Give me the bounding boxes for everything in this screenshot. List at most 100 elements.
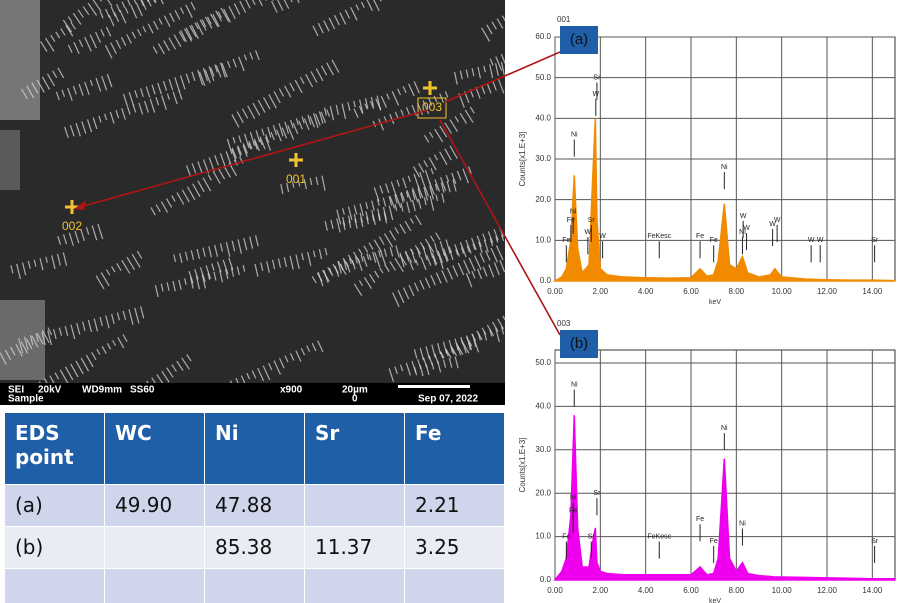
x-tick-label: 2.00 (593, 287, 609, 296)
marker-label: 003 (422, 100, 442, 114)
annotation: Ni (739, 520, 746, 527)
annotation: Fe (562, 237, 570, 244)
scale-bar (398, 385, 470, 388)
info-wd: WD9mm (82, 385, 122, 396)
sem-dendrite (508, 313, 515, 325)
sem-dendrite (518, 7, 521, 12)
sem-dendrite (513, 59, 514, 65)
annotation: W (599, 233, 606, 240)
sem-dendrite (513, 323, 517, 337)
sem-dendrite (525, 228, 529, 242)
y-tick-label: 50.0 (535, 358, 551, 367)
y-tick-label: 0.0 (540, 575, 552, 584)
y-tick-label: 50.0 (535, 73, 551, 82)
annotation: Fe (569, 507, 577, 514)
table-cell: (a) (5, 485, 105, 527)
annotation: W (740, 213, 747, 220)
sem-dendrite (545, 243, 551, 257)
x-tick-label: 10.00 (772, 586, 793, 595)
table-cell (205, 569, 305, 603)
annotation: Sr (871, 538, 879, 545)
table-cell: 47.88 (205, 485, 305, 527)
annotation: Fe (562, 533, 570, 540)
annotation: Ni (721, 164, 728, 171)
annotation: Ni (570, 209, 577, 216)
annotation: Ni (739, 229, 746, 236)
sem-dendrite (519, 229, 523, 243)
marker-label: 001 (286, 172, 306, 186)
figure: SEI Sample 20kV WD9mm SS60 x900 20µm 0 S… (0, 0, 906, 603)
x-tick-label: 2.00 (593, 586, 609, 595)
x-tick-label: 10.00 (772, 287, 793, 296)
table-cell: Sr (305, 413, 405, 485)
x-tick-label: 14.00 (862, 287, 883, 296)
table-cell: WC (105, 413, 205, 485)
sem-dendrite (507, 52, 512, 64)
x-tick-label: 8.00 (729, 287, 745, 296)
sem-dendrite (539, 245, 543, 256)
chart-title: 001 (557, 15, 571, 24)
table-cell: EDS point (5, 413, 105, 485)
annotation: FeKesc (647, 533, 671, 540)
sem-dendrite (519, 307, 526, 319)
sem-dendrite (523, 45, 526, 52)
y-axis-label: Counts[x1.E+3] (518, 132, 527, 187)
sem-image (0, 0, 505, 405)
y-tick-label: 0.0 (540, 276, 552, 285)
panel-label: (a) (570, 31, 588, 48)
sem-dendrite (522, 219, 528, 234)
x-tick-label: 4.00 (638, 287, 654, 296)
sem-dendrite (529, 43, 533, 52)
x-tick-label: 8.00 (729, 586, 745, 595)
table-cell: 3.25 (405, 527, 505, 569)
spectra: 0010.002.004.006.008.0010.0012.0014.000.… (518, 15, 895, 603)
annotation: Fe (567, 217, 575, 224)
table-cell (305, 569, 405, 603)
y-tick-label: 10.0 (535, 532, 551, 541)
table-cell (105, 569, 205, 603)
sem-dendrite (508, 13, 515, 24)
x-tick-label: 12.00 (817, 287, 838, 296)
sem-dendrite (513, 310, 518, 318)
y-tick-label: 20.0 (535, 488, 551, 497)
chart-title: 003 (557, 319, 571, 328)
sem-dendrite (522, 251, 527, 264)
table-cell (305, 485, 405, 527)
annotation: Fe (710, 538, 718, 545)
x-tick-label: 6.00 (683, 287, 699, 296)
sem-dendrite (535, 40, 539, 50)
sem-dendrite (505, 225, 507, 231)
sem-grain (0, 130, 20, 190)
table-cell: 2.21 (405, 485, 505, 527)
annotation: Sr (588, 217, 596, 224)
x-tick-label: 6.00 (683, 586, 699, 595)
table-cell (5, 569, 105, 603)
annotation: Ni (721, 425, 728, 432)
annotation: Fe (696, 516, 704, 523)
annotation: Sr (871, 237, 879, 244)
sem-dendrite (507, 325, 509, 334)
sem-dendrite (506, 258, 510, 269)
sem-dendrite (530, 226, 535, 241)
y-tick-label: 30.0 (535, 154, 551, 163)
sem-dendrite (518, 47, 523, 59)
table-cell: 49.90 (105, 485, 205, 527)
x-tick-label: 4.00 (638, 586, 654, 595)
annotation: Sr (593, 490, 601, 497)
annotation: Ni (571, 131, 578, 138)
sem-dendrite (513, 10, 520, 22)
x-axis-label: keV (709, 299, 721, 306)
sem-grain (0, 0, 40, 120)
annotation: W (808, 237, 815, 244)
annotation: Fe (710, 237, 718, 244)
x-axis-label: keV (709, 598, 721, 603)
info-date: Sep 07, 2022 (418, 394, 478, 405)
sem-dendrite (507, 61, 509, 72)
x-tick-label: 12.00 (817, 586, 838, 595)
panel-label: (b) (570, 335, 588, 352)
sem-dendrite (511, 223, 516, 237)
annotation: W (585, 229, 592, 236)
annotation: Sr (593, 75, 601, 82)
sem-dendrite (542, 222, 545, 233)
